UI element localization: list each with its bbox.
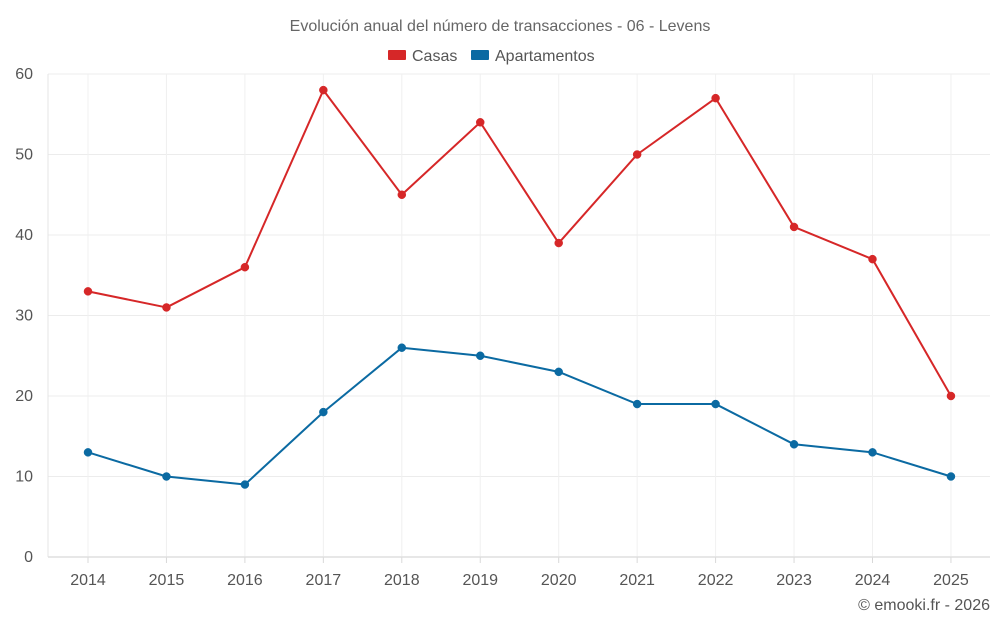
casas-data-point <box>319 85 328 95</box>
casas-data-point <box>946 391 956 401</box>
x-tick-label: 2021 <box>619 572 655 589</box>
y-tick-label: 20 <box>15 388 33 405</box>
x-tick-label: 2014 <box>70 572 106 589</box>
apartamentos-data-point <box>868 448 877 457</box>
apartamentos-series-line <box>87 346 952 486</box>
casas-data-point <box>789 222 799 232</box>
apartamentos-data-point <box>711 399 720 409</box>
x-tick-label: 2018 <box>384 572 420 589</box>
x-tick-label: 2019 <box>462 572 498 589</box>
x-tick-label: 2015 <box>149 572 185 589</box>
casas-data-point <box>868 254 877 264</box>
series-layer <box>83 85 956 489</box>
apartamentos-data-point <box>554 367 563 377</box>
grid-layer <box>48 73 990 558</box>
legend-swatch-apartamentos <box>471 50 489 60</box>
casas-data-point <box>554 238 563 248</box>
casas-data-point <box>397 190 407 199</box>
apartamentos-data-point <box>789 440 799 449</box>
apartamentos-data-point <box>83 448 93 457</box>
apartamentos-data-point <box>946 472 956 481</box>
x-tick-label: 2022 <box>698 572 734 589</box>
apartamentos-data-point <box>240 480 250 489</box>
casas-data-point <box>162 303 171 312</box>
y-tick-label: 60 <box>15 66 33 83</box>
casas-data-point <box>83 287 93 296</box>
apartamentos-data-point <box>162 472 171 481</box>
legend: Casas Apartamentos <box>388 48 595 65</box>
x-tick-label: 2023 <box>776 572 812 589</box>
axes-layer <box>47 74 990 563</box>
casas-data-point <box>476 118 485 127</box>
x-tick-label: 2017 <box>306 572 342 589</box>
y-tick-label: 0 <box>24 549 33 566</box>
casas-data-point <box>711 93 720 103</box>
apartamentos-data-point <box>397 343 407 352</box>
casas-series-line <box>87 89 952 397</box>
legend-label-apartamentos: Apartamentos <box>495 48 595 65</box>
legend-label-casas: Casas <box>412 48 457 65</box>
y-tick-label: 10 <box>15 469 33 486</box>
x-tick-label: 2024 <box>855 572 891 589</box>
legend-item-casas: Casas <box>388 48 457 65</box>
y-tick-label: 50 <box>15 147 33 164</box>
y-tick-label: 40 <box>15 227 33 244</box>
apartamentos-data-point <box>632 399 642 409</box>
casas-data-point <box>632 150 642 159</box>
x-tick-label: 2020 <box>541 572 577 589</box>
legend-item-apartamentos: Apartamentos <box>471 48 595 65</box>
y-tick-label: 30 <box>15 308 33 325</box>
chart-credit: © emooki.fr - 2026 <box>858 597 990 614</box>
x-tick-label: 2025 <box>933 572 969 589</box>
legend-swatch-casas <box>388 50 406 60</box>
chart-title: Evolución anual del número de transaccio… <box>290 18 711 35</box>
apartamentos-data-point <box>319 407 328 417</box>
labels-layer: 0 10 20 30 40 50 60 2014 2015 2016 2017 2018 2019 202… <box>15 66 969 589</box>
x-tick-label: 2016 <box>227 572 263 589</box>
casas-data-point <box>240 262 250 272</box>
apartamentos-data-point <box>476 351 485 360</box>
